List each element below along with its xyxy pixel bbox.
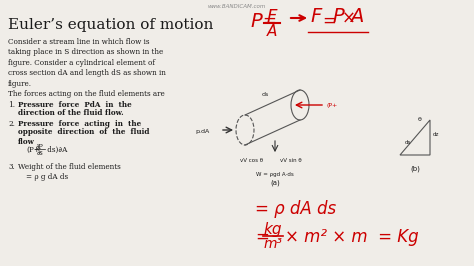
Text: 1.: 1. <box>8 101 15 109</box>
Text: (P+: (P+ <box>26 146 40 154</box>
Text: (P+: (P+ <box>327 102 338 107</box>
Text: = ρ g dA ds: = ρ g dA ds <box>26 173 68 181</box>
Text: × m² × m  = Kg: × m² × m = Kg <box>285 228 419 246</box>
Text: ds)∂A: ds)∂A <box>45 146 67 154</box>
Text: Pressure  force  acting  in  the: Pressure force acting in the <box>18 120 141 128</box>
Text: (a): (a) <box>270 180 280 186</box>
Text: Euler’s equation of motion: Euler’s equation of motion <box>8 18 213 32</box>
Text: = ρ dA ds: = ρ dA ds <box>255 200 336 218</box>
Text: =: = <box>255 228 269 246</box>
Text: ∂P: ∂P <box>36 143 44 151</box>
Text: 2.: 2. <box>8 120 15 128</box>
Text: =: = <box>262 12 276 30</box>
Text: P: P <box>250 12 262 31</box>
Text: ds: ds <box>261 92 269 97</box>
Text: vV sin θ: vV sin θ <box>280 158 301 163</box>
Text: W = ρgd A·ds: W = ρgd A·ds <box>256 172 294 177</box>
Text: 3.: 3. <box>8 163 15 171</box>
Text: Consider a stream line in which flow is
taking place in S direction as shown in : Consider a stream line in which flow is … <box>8 38 166 88</box>
Text: ds: ds <box>405 140 411 146</box>
Text: F: F <box>267 8 277 26</box>
Text: direction of the fluid flow.: direction of the fluid flow. <box>18 109 124 117</box>
Text: www.BANDICAM.com: www.BANDICAM.com <box>208 4 266 9</box>
Text: Weight of the fluid elements: Weight of the fluid elements <box>18 163 121 171</box>
Text: F: F <box>310 7 321 26</box>
Text: vV cos θ: vV cos θ <box>240 158 264 163</box>
Text: dz: dz <box>433 132 439 138</box>
Text: m³: m³ <box>264 237 283 251</box>
Text: Pressure  force  PdA  in  the: Pressure force PdA in the <box>18 101 132 109</box>
Text: ∂s: ∂s <box>36 149 44 157</box>
Text: =: = <box>322 12 336 30</box>
Text: A: A <box>267 24 277 39</box>
Text: kg: kg <box>264 222 282 237</box>
Text: θ: θ <box>418 117 422 122</box>
Text: (b): (b) <box>410 165 420 172</box>
Text: ×: × <box>342 10 356 28</box>
Text: The forces acting on the fluid elements are: The forces acting on the fluid elements … <box>8 90 165 98</box>
Text: P: P <box>332 7 344 26</box>
Text: opposite  direction  of  the  fluid
flow: opposite direction of the fluid flow <box>18 128 149 146</box>
Text: A: A <box>350 7 364 26</box>
Text: p.dA: p.dA <box>196 130 210 135</box>
